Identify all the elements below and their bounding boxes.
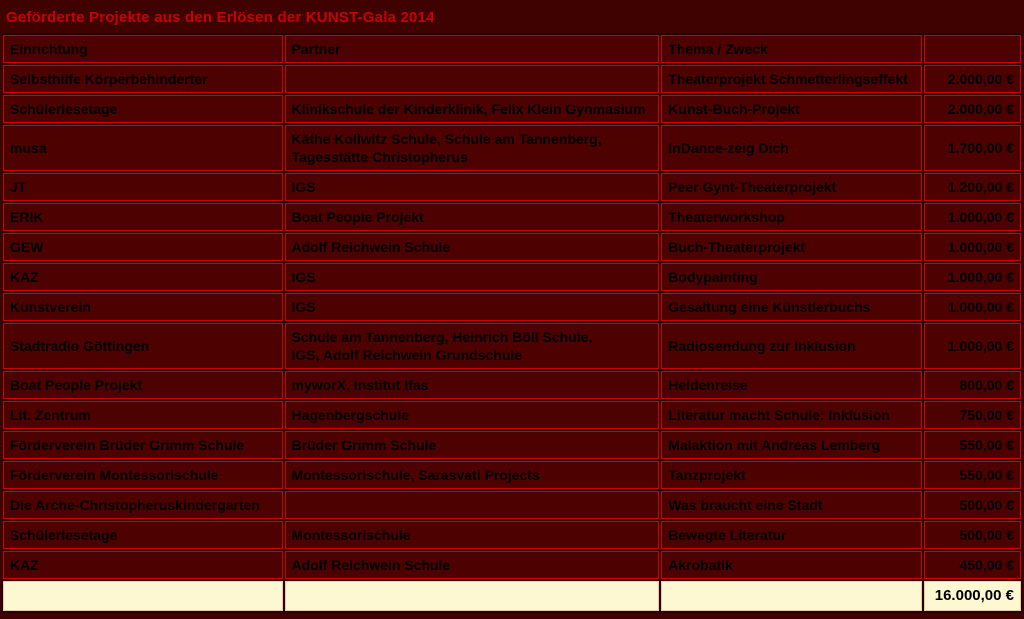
cell-betrag: 500,00 € <box>923 491 1021 519</box>
cell-partner <box>284 65 660 93</box>
cell-betrag: 800,00 € <box>923 371 1021 399</box>
cell-thema: Was braucht eine Stadt <box>661 491 922 519</box>
cell-partner: Brüder Grimm Schule <box>284 431 660 459</box>
cell-einrichtung: musa <box>3 125 283 171</box>
cell-thema: Theaterworkshop <box>661 203 922 231</box>
cell-thema: Malaktion mit Andreas Lemberg <box>661 431 922 459</box>
cell-einrichtung: Kunstverein <box>3 293 283 321</box>
cell-partner: IGS <box>284 263 660 291</box>
cell-partner: Montessorischule <box>284 521 660 549</box>
table-row: Boat People Projekt myworX, Institut Ifas… <box>3 371 1021 399</box>
cell-betrag: 550,00 € <box>923 461 1021 489</box>
cell-betrag: 2.000,00 € <box>923 95 1021 123</box>
cell-einrichtung: Stadtradio Göttingen <box>3 323 283 369</box>
table-row: Förderverein Brüder Grimm Schule Brüder G… <box>3 431 1021 459</box>
cell-partner: Schule am Tannenberg, Heinrich Böll Schu… <box>284 323 660 369</box>
table-row: GEW Adolf Reichwein Schule Buch-Theaterpro… <box>3 233 1021 261</box>
cell-betrag: 550,00 € <box>923 431 1021 459</box>
cell-thema: Bodypainting <box>661 263 922 291</box>
cell-betrag: 1.700,00 € <box>923 125 1021 171</box>
cell-partner: Adolf Reichwein Schule <box>284 233 660 261</box>
column-header-partner: Partner <box>284 35 660 63</box>
cell-thema: Gesaltung eine Künstlerbuchs <box>661 293 922 321</box>
total-row: 16.000,00 € <box>3 581 1021 611</box>
cell-thema: Heldenreise <box>661 371 922 399</box>
cell-einrichtung: JT <box>3 173 283 201</box>
grants-table: Einrichtung Partner Thema / Zweck Selbst… <box>1 33 1023 613</box>
cell-einrichtung: Schülerlesetage <box>3 95 283 123</box>
cell-thema: InDance-zeig Dich <box>661 125 922 171</box>
cell-einrichtung: KAZ <box>3 263 283 291</box>
cell-betrag: 1.200,00 € <box>923 173 1021 201</box>
table-row: musa Käthe Kollwitz Schule, Schule am Tan… <box>3 125 1021 171</box>
table-row: Schülerlesetage Montessorischule Bewegte L… <box>3 521 1021 549</box>
cell-betrag: 2.000,00 € <box>923 65 1021 93</box>
table-row: ERIK Boat People Projekt Theaterworkshop 1.… <box>3 203 1021 231</box>
table-row: Stadtradio Göttingen Schule am Tannenberg… <box>3 323 1021 369</box>
cell-einrichtung: Die Arche-Christopheruskindergarten <box>3 491 283 519</box>
column-header-einrichtung: Einrichtung <box>3 35 283 63</box>
cell-thema: Kunst-Buch-Projekt <box>661 95 922 123</box>
total-cell-empty-2 <box>284 581 660 611</box>
cell-einrichtung: Förderverein Montessorischule <box>3 461 283 489</box>
table-row: Lit. Zentrum Hagenbergschule Literatur mac… <box>3 401 1021 429</box>
cell-partner <box>284 491 660 519</box>
cell-betrag: 1.000,00 € <box>923 263 1021 291</box>
cell-partner: Boat People Projekt <box>284 203 660 231</box>
cell-thema: Tanzprojekt <box>661 461 922 489</box>
table-row: KAZ IGS Bodypainting 1.000,00 € <box>3 263 1021 291</box>
cell-partner: IGS <box>284 293 660 321</box>
cell-partner: Adolf Reichwein Schule <box>284 551 660 579</box>
cell-einrichtung: GEW <box>3 233 283 261</box>
total-amount: 16.000,00 € <box>923 581 1021 611</box>
cell-einrichtung: Lit. Zentrum <box>3 401 283 429</box>
header-row: Einrichtung Partner Thema / Zweck <box>3 35 1021 63</box>
page-title: Geförderte Projekte aus den Erlösen der … <box>6 9 435 26</box>
cell-partner: Hagenbergschule <box>284 401 660 429</box>
cell-einrichtung: Boat People Projekt <box>3 371 283 399</box>
cell-thema: Radiosendung zur Inklusion <box>661 323 922 369</box>
cell-thema: Theaterprojekt Schmetterlingseffekt <box>661 65 922 93</box>
cell-partner: Käthe Kollwitz Schule, Schule am Tannenb… <box>284 125 660 171</box>
cell-betrag: 750,00 € <box>923 401 1021 429</box>
table-row: Förderverein Montessorischule Montessoris… <box>3 461 1021 489</box>
cell-thema: Bewegte Literatur <box>661 521 922 549</box>
table-row: KAZ Adolf Reichwein Schule Akrobatik 450,00… <box>3 551 1021 579</box>
cell-partner: IGS <box>284 173 660 201</box>
cell-betrag: 1.000,00 € <box>923 293 1021 321</box>
table-row: Selbsthilfe Körperbehinderter Theaterproj… <box>3 65 1021 93</box>
total-cell-empty-3 <box>661 581 922 611</box>
cell-betrag: 1.000,00 € <box>923 323 1021 369</box>
table-row: JT IGS Peer Gynt-Theaterprojekt 1.200,00 € <box>3 173 1021 201</box>
total-cell-empty-1 <box>3 581 283 611</box>
table-body: Selbsthilfe Körperbehinderter Theaterproj… <box>3 65 1021 579</box>
cell-thema: Peer Gynt-Theaterprojekt <box>661 173 922 201</box>
cell-thema: Buch-Theaterprojekt <box>661 233 922 261</box>
cell-thema: Akrobatik <box>661 551 922 579</box>
cell-betrag: 500,00 € <box>923 521 1021 549</box>
cell-einrichtung: KAZ <box>3 551 283 579</box>
cell-einrichtung: Selbsthilfe Körperbehinderter <box>3 65 283 93</box>
cell-thema: Literatur macht Schule: Inklusion <box>661 401 922 429</box>
cell-einrichtung: ERIK <box>3 203 283 231</box>
cell-einrichtung: Förderverein Brüder Grimm Schule <box>3 431 283 459</box>
cell-partner: Klinikschule der Kinderklinik, Felix Kle… <box>284 95 660 123</box>
table-row: Schülerlesetage Klinikschule der Kinderkl… <box>3 95 1021 123</box>
table-row: Die Arche-Christopheruskindergarten Was b… <box>3 491 1021 519</box>
column-header-betrag <box>923 35 1021 63</box>
cell-partner: Montessorischule, Sarasvati Projects <box>284 461 660 489</box>
table-row: Kunstverein IGS Gesaltung eine Künstlerbuc… <box>3 293 1021 321</box>
cell-einrichtung: Schülerlesetage <box>3 521 283 549</box>
cell-betrag: 1.000,00 € <box>923 203 1021 231</box>
cell-betrag: 450,00 € <box>923 551 1021 579</box>
cell-partner: myworX, Institut Ifas <box>284 371 660 399</box>
cell-betrag: 1.000,00 € <box>923 233 1021 261</box>
column-header-thema-zweck: Thema / Zweck <box>661 35 922 63</box>
